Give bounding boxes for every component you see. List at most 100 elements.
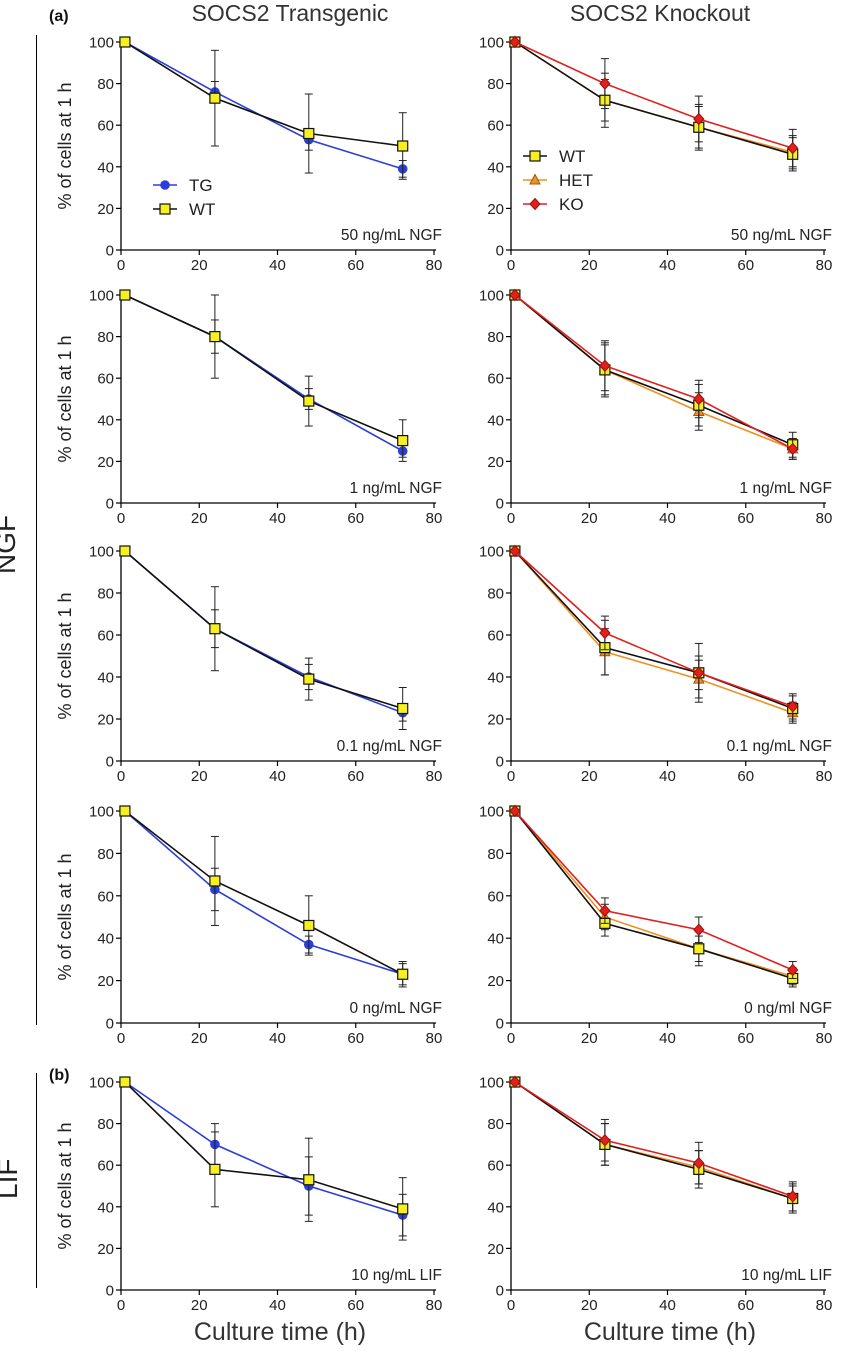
series-TG [120, 806, 408, 986]
y-tick-label: 80 [487, 846, 504, 863]
y-tick-label: 100 [89, 288, 114, 305]
series-line [514, 41, 793, 156]
y-tick-label: 80 [97, 76, 114, 93]
y-axis-label: % of cells at 1 h [55, 592, 75, 719]
y-tick-label: 100 [89, 804, 114, 821]
data-point [509, 35, 521, 49]
y-tick-label: 0 [496, 1016, 504, 1033]
x-axis-label-right: Culture time (h) [583, 1318, 757, 1346]
y-tick-label: 100 [479, 544, 504, 561]
chart-panel-TG-50: 0 20 40 60 80 100 0 20 40 60 80 % of cells at 1 h 50… [55, 35, 442, 275]
series-WT [119, 36, 409, 180]
series-WT [509, 289, 799, 458]
series-WT [119, 545, 409, 730]
y-tick-label: 0 [106, 243, 114, 260]
y-tick-label: 0 [496, 496, 504, 513]
series-line [124, 810, 403, 976]
x-tick-label: 60 [347, 510, 364, 527]
data-point [397, 968, 409, 980]
x-axis-label-left: Culture time (h) [193, 1318, 367, 1346]
y-tick-label: 0 [496, 1283, 504, 1300]
series-WT [119, 1076, 409, 1241]
y-tick-label: 20 [487, 454, 504, 471]
series-line [124, 550, 403, 714]
condition-label: 0.1 ng/mL NGF [727, 738, 832, 755]
series-line [124, 1081, 403, 1216]
x-tick-label: 60 [737, 1030, 754, 1047]
x-tick-label: 40 [659, 1297, 676, 1314]
series-TG [120, 546, 408, 722]
data-point [693, 392, 705, 406]
data-point [693, 666, 705, 680]
condition-label: 10 ng/mL LIF [741, 1267, 832, 1284]
x-tick-label: 0 [507, 1030, 515, 1047]
series-HET [509, 804, 799, 986]
series-WT [119, 289, 409, 462]
y-tick-label: 20 [487, 973, 504, 990]
x-tick-label: 60 [347, 1297, 364, 1314]
data-point [599, 1133, 611, 1147]
y-axis-label: % of cells at 1 h [55, 82, 75, 209]
condition-label: 50 ng/mL NGF [341, 227, 442, 244]
x-tick-label: 80 [816, 510, 833, 527]
series-line [124, 550, 403, 710]
series-KO [509, 544, 799, 720]
series-HET [509, 544, 799, 724]
legend-label: WT [559, 147, 585, 166]
legend: WT HET KO [523, 147, 593, 214]
series-KO [509, 288, 799, 460]
y-tick-label: 80 [487, 76, 504, 93]
x-tick-label: 0 [507, 1297, 515, 1314]
y-tick-label: 100 [89, 35, 114, 52]
series-line [514, 1081, 793, 1198]
x-tick-label: 0 [507, 257, 515, 274]
panel-tag-b: (b) [49, 1067, 70, 1084]
chart-panel-KO-0.1: 0 20 40 60 80 100 0 20 40 60 80 0.1 ng/mL NGF [479, 544, 832, 786]
series-WT [509, 805, 799, 988]
x-tick-label: 20 [191, 257, 208, 274]
legend-label: KO [559, 195, 584, 214]
condition-label: 10 ng/mL LIF [351, 1267, 442, 1284]
x-tick-label: 40 [659, 257, 676, 274]
data-point [303, 395, 315, 407]
x-tick-label: 0 [117, 768, 125, 785]
data-point [787, 963, 799, 977]
y-tick-label: 40 [487, 931, 504, 948]
x-tick-label: 60 [347, 1030, 364, 1047]
condition-label: 0.1 ng/mL NGF [337, 738, 442, 755]
series-KO [509, 1075, 799, 1212]
x-tick-label: 20 [581, 1297, 598, 1314]
y-tick-label: 40 [97, 1199, 114, 1216]
legend-marker [160, 180, 170, 190]
y-tick-label: 40 [487, 159, 504, 176]
series-TG [120, 1077, 408, 1237]
x-tick-label: 20 [191, 510, 208, 527]
series-HET [509, 288, 799, 460]
series-line [514, 294, 793, 450]
x-tick-label: 60 [737, 768, 754, 785]
x-tick-label: 40 [269, 768, 286, 785]
x-tick-label: 20 [191, 768, 208, 785]
y-tick-label: 20 [97, 201, 114, 218]
x-tick-label: 80 [816, 1297, 833, 1314]
y-tick-label: 60 [97, 628, 114, 645]
y-tick-label: 0 [496, 754, 504, 771]
data-point [119, 1076, 131, 1088]
series-WT [119, 805, 409, 988]
y-tick-label: 0 [106, 1283, 114, 1300]
data-point [599, 359, 611, 372]
y-tick-label: 80 [487, 1116, 504, 1133]
x-tick-label: 60 [737, 1297, 754, 1314]
y-tick-label: 0 [106, 1016, 114, 1033]
y-tick-label: 80 [97, 846, 114, 863]
y-tick-label: 60 [487, 371, 504, 388]
y-tick-label: 20 [97, 1241, 114, 1258]
data-point [119, 289, 131, 301]
series-HET [509, 1075, 799, 1212]
panel-tag-a: (a) [49, 8, 69, 25]
legend-label: HET [559, 171, 593, 190]
series-line [514, 550, 793, 710]
y-tick-label: 60 [487, 628, 504, 645]
data-point [509, 1075, 521, 1089]
y-tick-label: 60 [97, 371, 114, 388]
